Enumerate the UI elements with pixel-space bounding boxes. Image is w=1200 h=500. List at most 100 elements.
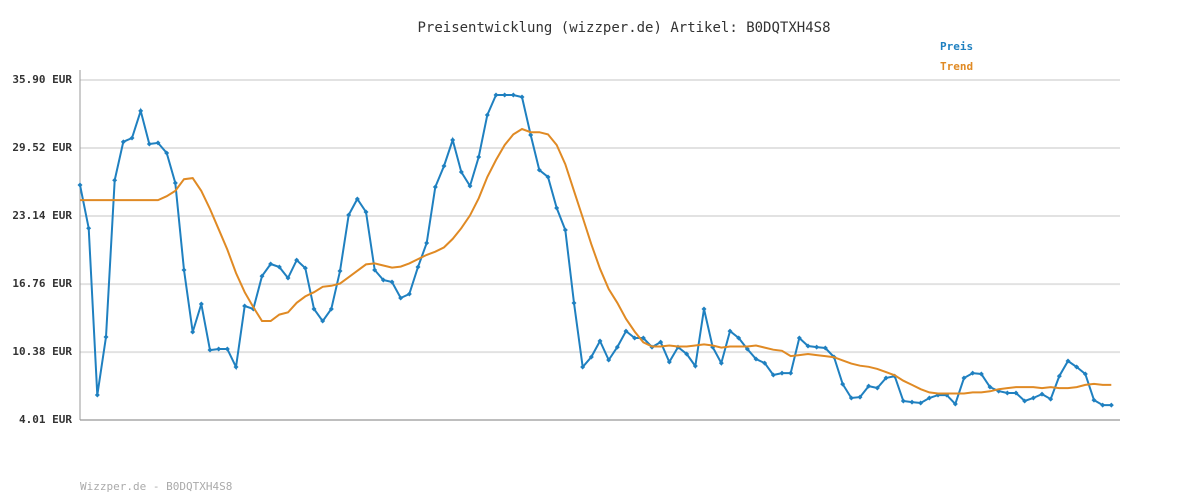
point-marker — [86, 225, 92, 231]
point-marker — [354, 196, 360, 202]
point-marker — [623, 328, 629, 334]
point-marker — [94, 392, 100, 398]
point-marker — [1082, 371, 1088, 377]
point-marker — [276, 264, 282, 270]
point-marker — [562, 227, 568, 233]
point-marker — [900, 398, 906, 404]
point-marker — [77, 182, 83, 188]
point-marker — [198, 301, 204, 307]
y-tick-label: 35.90 EUR — [12, 73, 72, 86]
point-marker — [207, 347, 213, 353]
point-marker — [554, 205, 560, 211]
point-marker — [857, 394, 863, 400]
footer: Wizzper.de - B0DQTXH4S8 — [80, 480, 232, 493]
point-marker — [233, 364, 239, 370]
series-line — [80, 127, 1112, 395]
point-marker — [762, 360, 768, 366]
point-marker — [528, 132, 534, 138]
point-marker — [658, 339, 664, 345]
point-marker — [259, 273, 265, 279]
point-marker — [285, 275, 291, 281]
point-marker — [380, 277, 386, 283]
point-marker — [1065, 358, 1071, 364]
point-marker — [484, 112, 490, 118]
point-marker — [216, 346, 222, 352]
point-marker — [450, 137, 456, 143]
point-marker — [164, 150, 170, 156]
point-marker — [727, 328, 733, 334]
point-marker — [848, 395, 854, 401]
point-marker — [701, 306, 707, 312]
legend-label: Trend — [940, 60, 973, 73]
point-marker — [970, 370, 976, 376]
point-marker — [718, 360, 724, 366]
point-marker — [1108, 402, 1114, 408]
point-marker — [103, 334, 109, 340]
point-marker — [1100, 402, 1106, 408]
point-marker — [467, 183, 473, 189]
point-marker — [1074, 364, 1080, 370]
point-marker — [545, 174, 551, 180]
point-marker — [415, 264, 421, 270]
point-marker — [311, 306, 317, 312]
y-tick-label: 4.01 EUR — [19, 413, 72, 426]
point-marker — [346, 212, 352, 218]
point-marker — [181, 267, 187, 273]
y-tick-label: 23.14 EUR — [12, 209, 72, 222]
point-marker — [632, 335, 638, 341]
point-marker — [926, 395, 932, 401]
point-marker — [138, 108, 144, 114]
point-marker — [918, 400, 924, 406]
point-marker — [770, 372, 776, 378]
point-marker — [458, 169, 464, 175]
point-marker — [744, 346, 750, 352]
point-marker — [242, 303, 248, 309]
point-marker — [874, 385, 880, 391]
point-marker — [814, 344, 820, 350]
point-marker — [1039, 391, 1045, 397]
point-marker — [606, 357, 612, 363]
point-marker — [1022, 398, 1028, 404]
point-marker — [571, 300, 577, 306]
point-marker — [1013, 390, 1019, 396]
point-marker — [398, 295, 404, 301]
point-marker — [224, 346, 230, 352]
point-marker — [146, 141, 152, 147]
point-marker — [952, 401, 958, 407]
point-marker — [1030, 395, 1036, 401]
point-marker — [328, 306, 334, 312]
point-marker — [1091, 397, 1097, 403]
point-marker — [1056, 373, 1062, 379]
point-marker — [320, 318, 326, 324]
point-marker — [337, 268, 343, 274]
point-marker — [190, 329, 196, 335]
point-marker — [441, 163, 447, 169]
point-marker — [536, 167, 542, 173]
point-marker — [883, 375, 889, 381]
point-marker — [961, 375, 967, 381]
point-marker — [987, 384, 993, 390]
point-marker — [909, 399, 915, 405]
point-marker — [978, 371, 984, 377]
point-marker — [363, 209, 369, 215]
point-marker — [805, 343, 811, 349]
point-marker — [510, 92, 516, 98]
point-marker — [372, 267, 378, 273]
y-tick-label: 16.76 EUR — [12, 277, 72, 290]
point-marker — [519, 94, 525, 100]
point-marker — [432, 184, 438, 190]
point-marker — [779, 370, 785, 376]
point-marker — [822, 345, 828, 351]
point-marker — [406, 291, 412, 297]
point-marker — [129, 135, 135, 141]
point-marker — [502, 92, 508, 98]
point-marker — [1048, 396, 1054, 402]
point-marker — [476, 154, 482, 160]
point-marker — [389, 279, 395, 285]
point-marker — [597, 338, 603, 344]
point-marker — [120, 139, 126, 145]
point-marker — [302, 265, 308, 271]
point-marker — [753, 356, 759, 362]
